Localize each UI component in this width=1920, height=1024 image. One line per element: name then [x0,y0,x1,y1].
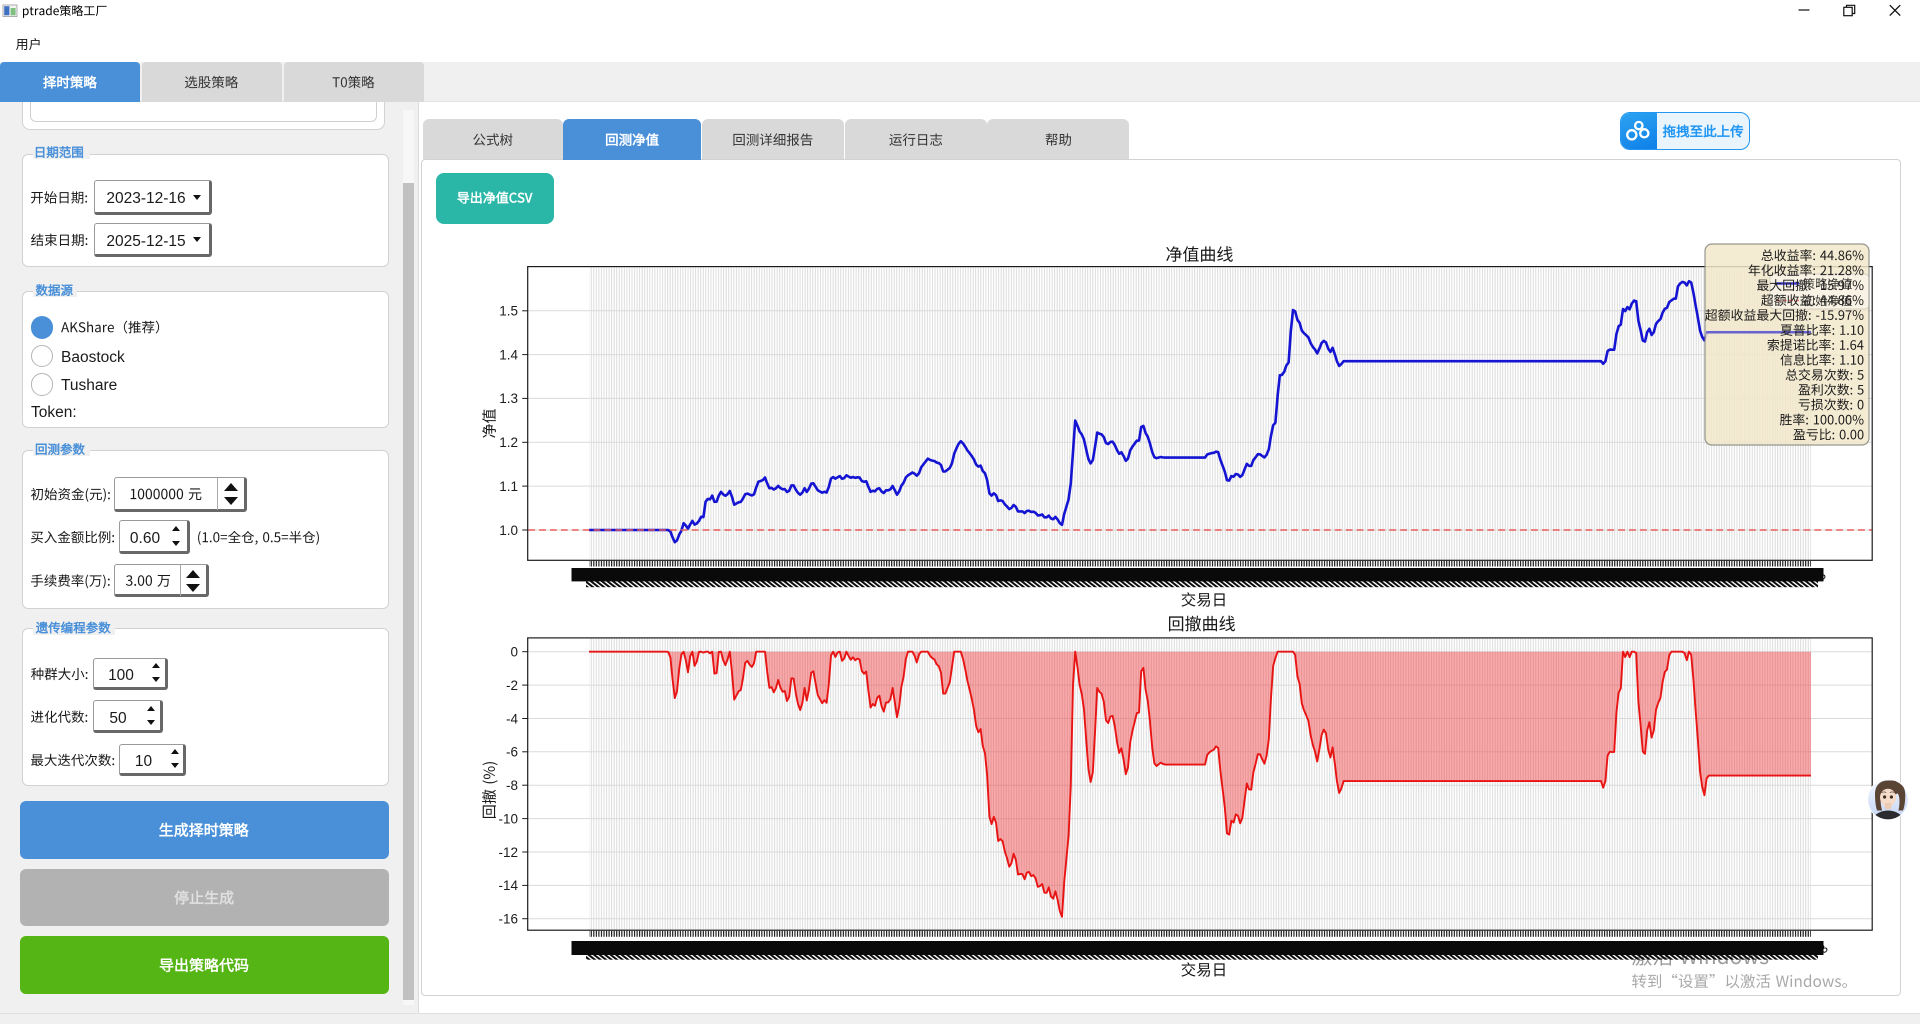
svg-text:-16: -16 [498,912,518,927]
svg-text:1.5: 1.5 [499,304,518,319]
svg-text:1.4: 1.4 [499,347,518,362]
svg-text:-12: -12 [498,845,518,860]
svg-text:1.0: 1.0 [499,523,518,538]
svg-text:-2: -2 [506,678,518,693]
svg-text:-14: -14 [498,878,518,893]
svg-text:0: 0 [510,645,518,660]
svg-text:1.1: 1.1 [499,479,518,494]
svg-text:-10: -10 [498,811,518,826]
svg-text:1.3: 1.3 [499,391,518,406]
svg-text:-4: -4 [506,711,518,726]
svg-text:-6: -6 [506,745,518,760]
svg-text:-8: -8 [506,778,518,793]
svg-text:1.2: 1.2 [499,435,518,450]
